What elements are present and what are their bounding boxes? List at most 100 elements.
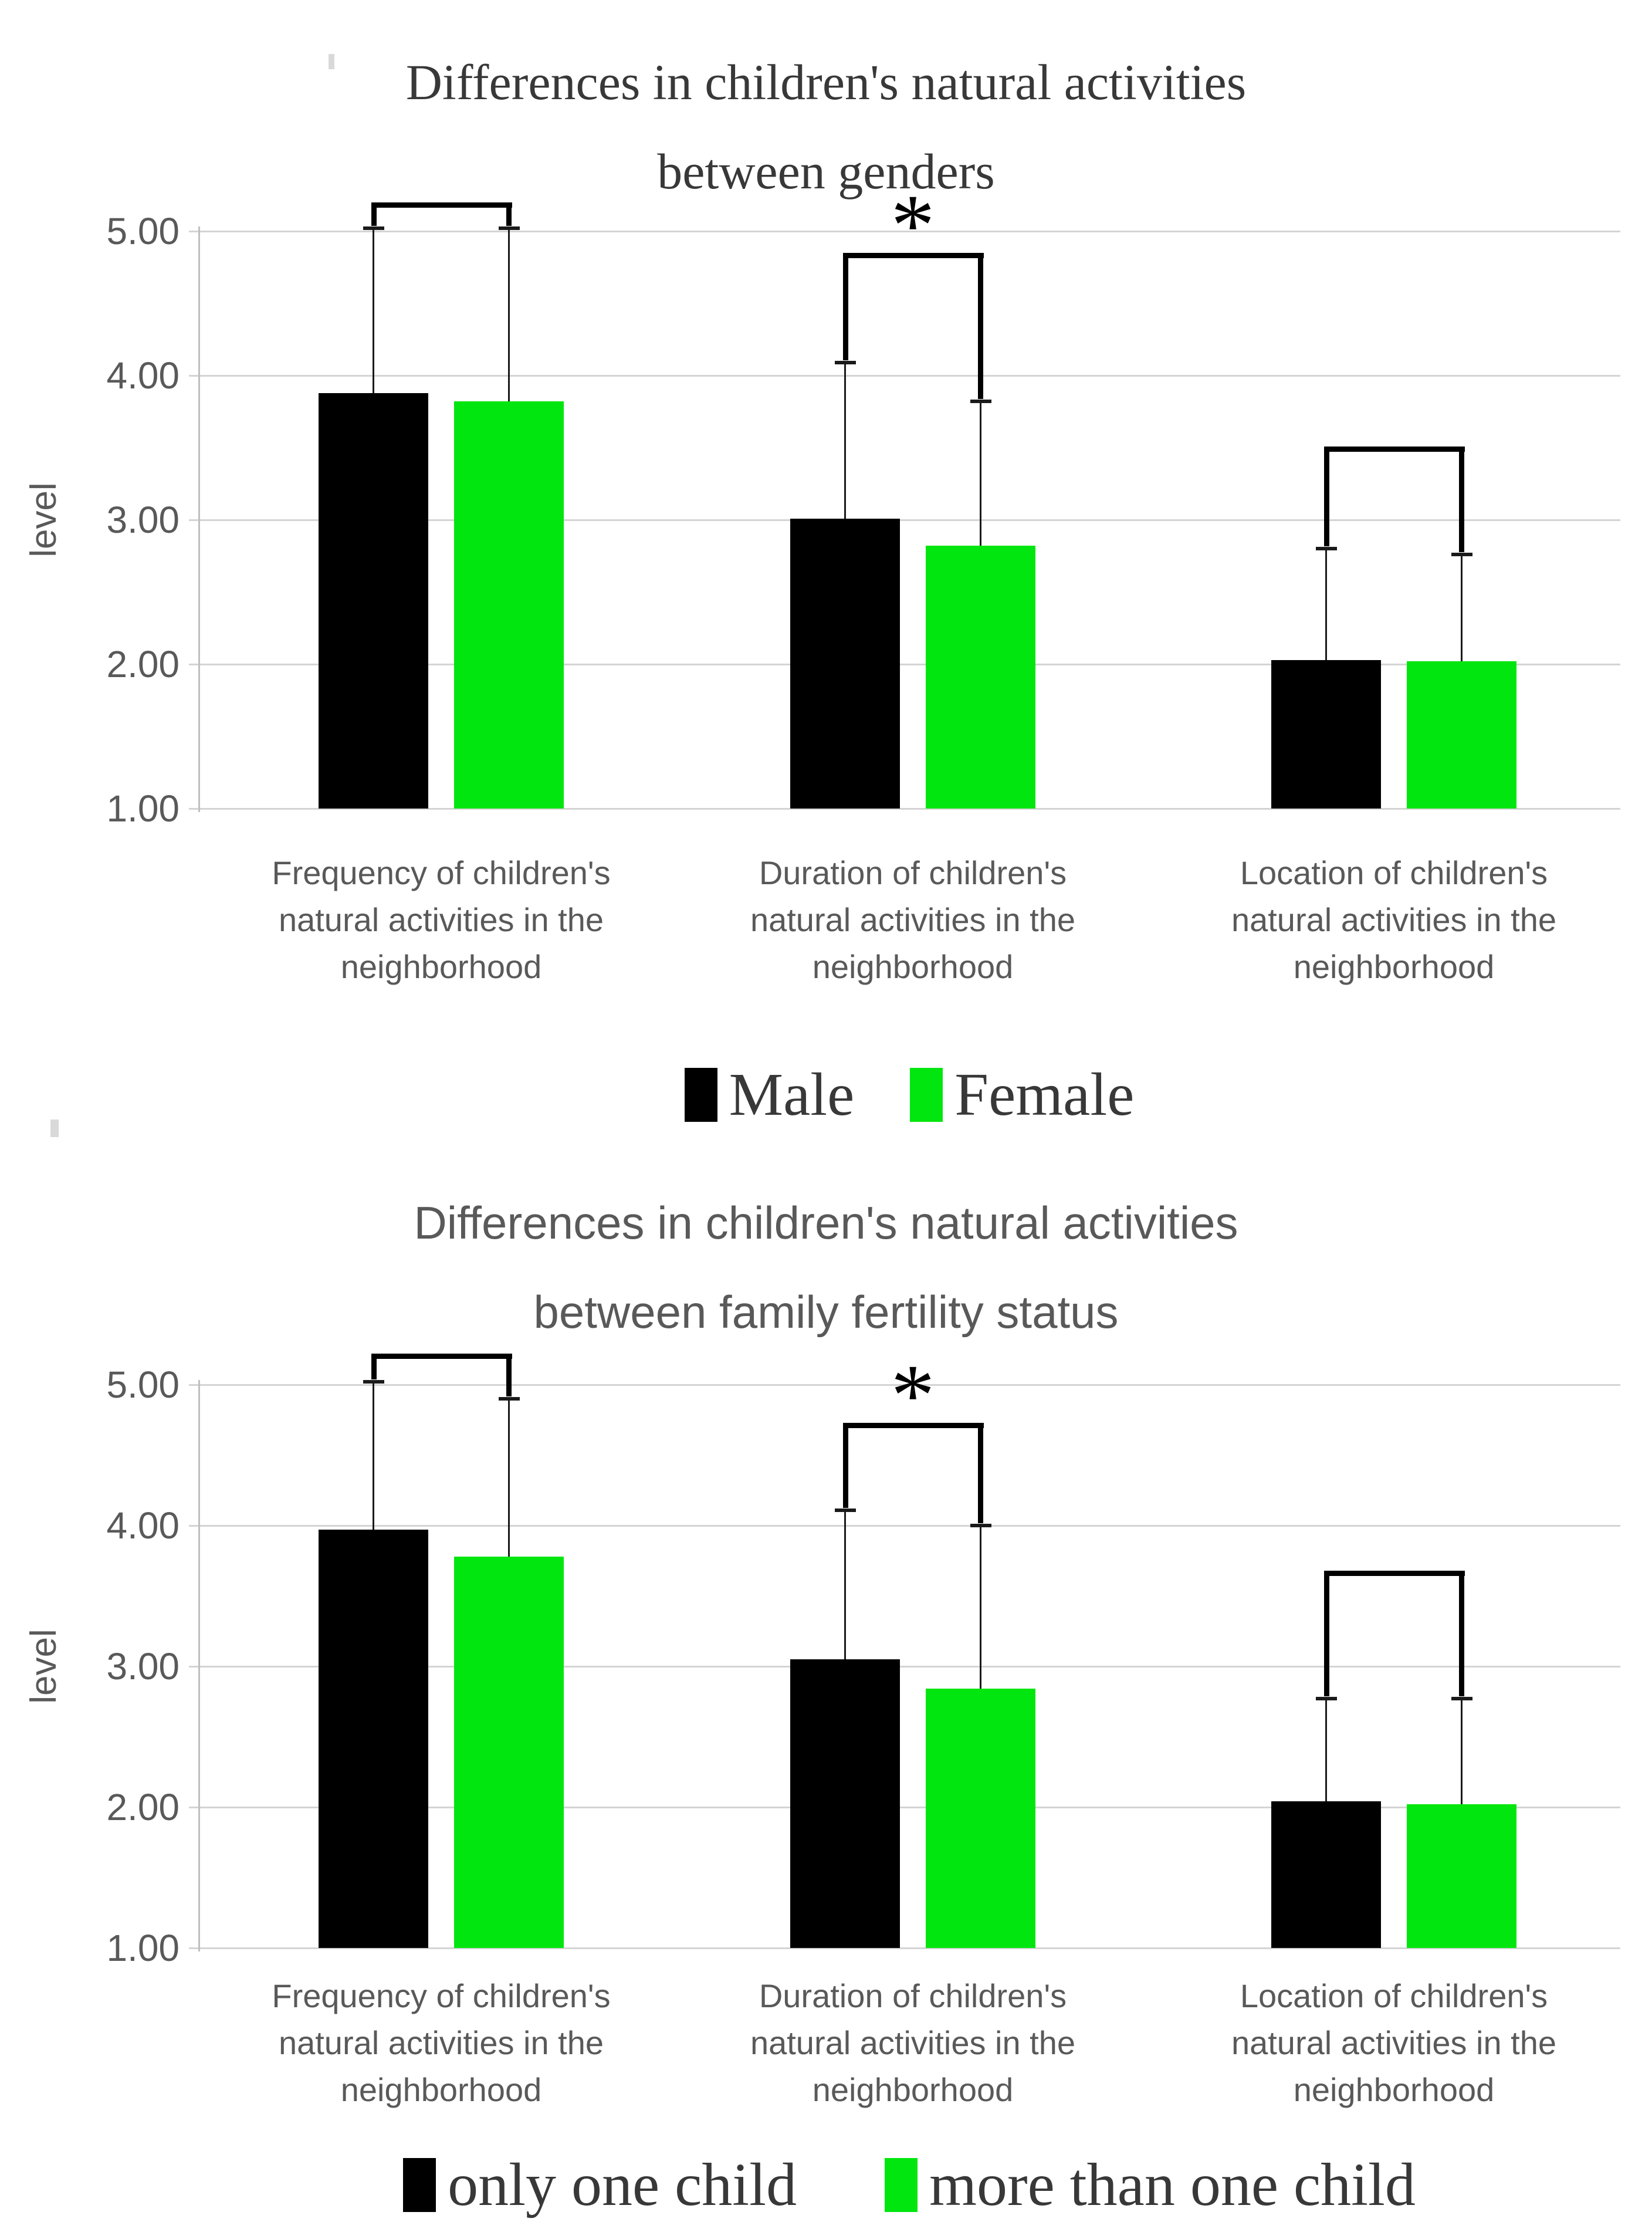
x-category-label-line: natural activities in the <box>1231 901 1557 938</box>
significance-bracket-leg <box>1323 1570 1329 1697</box>
gridline <box>189 375 1620 377</box>
significance-bracket-leg <box>1458 1570 1464 1697</box>
x-category-label-line: natural activities in the <box>278 901 604 938</box>
error-bar-cap <box>1451 1697 1472 1701</box>
legend-item-male: Male <box>684 1060 855 1129</box>
significance-asterisk: * <box>891 1346 935 1444</box>
error-bar-line <box>980 1526 981 1689</box>
x-category-label: Duration of children's natural activities… <box>672 1973 1153 2113</box>
y-tick-label: 4.00 <box>106 1504 180 1547</box>
error-bar-line <box>373 228 374 393</box>
error-bar-cap <box>834 1508 856 1512</box>
significance-bracket-top <box>1323 1570 1465 1576</box>
significance-bracket-leg <box>977 1422 983 1523</box>
y-axis-line <box>198 226 200 812</box>
error-bar-line <box>1461 554 1463 662</box>
significance-bracket-leg <box>1323 446 1329 547</box>
legend-item-more-than-one-child: more than one child <box>885 2150 1416 2220</box>
x-category-label: Frequency of children's natural activitie… <box>201 1973 682 2113</box>
significance-bracket-top <box>371 1354 512 1359</box>
title-line: between family fertility status <box>533 1286 1119 1338</box>
bar-male-duration <box>790 518 900 809</box>
bar-only-one-child-frequency <box>319 1530 428 1948</box>
x-category-label-line: natural activities in the <box>278 2024 604 2061</box>
x-category-label-line: neighborhood <box>812 948 1014 985</box>
error-bar-cap <box>363 1380 384 1384</box>
error-bar-cap <box>970 400 991 404</box>
bar-only-one-child-location <box>1271 1801 1381 1948</box>
x-category-label-line: natural activities in the <box>750 2024 1076 2061</box>
bar-male-frequency <box>319 393 428 809</box>
x-category-label-line: Duration of children's <box>759 1977 1067 2014</box>
error-bar-cap <box>498 1397 520 1401</box>
gridline <box>189 1666 1620 1668</box>
error-bar-line <box>1325 1699 1327 1802</box>
significance-bracket-leg <box>1458 446 1464 553</box>
error-bar-cap <box>834 360 856 364</box>
x-category-label: Location of children's natural activities… <box>1153 1973 1634 2113</box>
error-bar-line <box>1325 549 1327 660</box>
error-bar-line <box>508 1399 510 1557</box>
significance-bracket-leg <box>371 1354 377 1380</box>
error-bar-line <box>373 1382 374 1530</box>
stray-mark <box>329 54 334 69</box>
y-tick-label: 5.00 <box>106 210 180 252</box>
legend-item-female: Female <box>910 1060 1134 1129</box>
significance-bracket-top <box>1323 446 1465 452</box>
x-category-label-line: neighborhood <box>1293 2071 1495 2108</box>
legend-item-only-one-child: only one child <box>403 2150 797 2220</box>
error-bar-line <box>844 1510 846 1659</box>
bar-female-location <box>1407 661 1516 809</box>
error-bar-line <box>980 401 981 546</box>
bar-female-duration <box>926 546 1035 809</box>
error-bar-line <box>508 228 510 402</box>
error-bar-cap <box>1451 553 1472 557</box>
y-axis-line <box>198 1380 200 1951</box>
y-tick-label: 1.00 <box>106 787 180 830</box>
error-bar-line <box>844 362 846 519</box>
y-tick-label: 5.00 <box>106 1364 180 1406</box>
x-category-label: Location of children's natural activities… <box>1153 850 1634 990</box>
x-category-label-line: natural activities in the <box>750 901 1076 938</box>
gridline <box>189 808 1620 810</box>
x-category-label-line: neighborhood <box>340 2071 542 2108</box>
gridline <box>189 1807 1620 1808</box>
x-category-label: Frequency of children's natural activitie… <box>201 850 682 990</box>
error-bar-cap <box>970 1524 991 1527</box>
y-tick-label: 3.00 <box>106 499 180 541</box>
error-bar-line <box>1461 1699 1463 1805</box>
legend-label: more than one child <box>929 2151 1416 2218</box>
x-category-label-line: Duration of children's <box>759 854 1067 891</box>
legend-swatch <box>403 2157 436 2212</box>
x-category-label-line: neighborhood <box>1293 948 1495 985</box>
significance-bracket-leg <box>842 1422 848 1508</box>
bar-more-than-one-child-frequency <box>454 1556 564 1948</box>
gridline <box>189 1384 1620 1386</box>
bar-female-frequency <box>454 401 564 809</box>
legend-swatch <box>885 2157 918 2212</box>
significance-bracket-top <box>842 252 984 258</box>
bar-only-one-child-duration <box>790 1659 900 1948</box>
significance-bracket-top <box>842 1422 984 1428</box>
significance-bracket-leg <box>506 202 512 226</box>
x-category-label-line: Frequency of children's <box>272 854 611 891</box>
gridline <box>189 231 1620 232</box>
legend-label: Male <box>729 1061 855 1128</box>
chart-title-genders: Differences in children's natural activi… <box>0 38 1652 216</box>
x-category-label-line: Location of children's <box>1240 1977 1548 2014</box>
significance-bracket-leg <box>842 252 848 360</box>
y-tick-label: 3.00 <box>106 1645 180 1687</box>
chart-title-fertility: Differences in children's natural activi… <box>0 1178 1652 1357</box>
gridline <box>189 1947 1620 1949</box>
error-bar-cap <box>363 226 384 231</box>
error-bar-cap <box>1315 547 1337 551</box>
y-tick-label: 2.00 <box>106 1786 180 1828</box>
y-tick-label: 4.00 <box>106 354 180 397</box>
gridline <box>189 1525 1620 1527</box>
significance-bracket-leg <box>977 252 983 400</box>
legend: only one child more than one child <box>198 2150 1620 2220</box>
y-tick-label: 2.00 <box>106 643 180 685</box>
gridline <box>189 664 1620 665</box>
